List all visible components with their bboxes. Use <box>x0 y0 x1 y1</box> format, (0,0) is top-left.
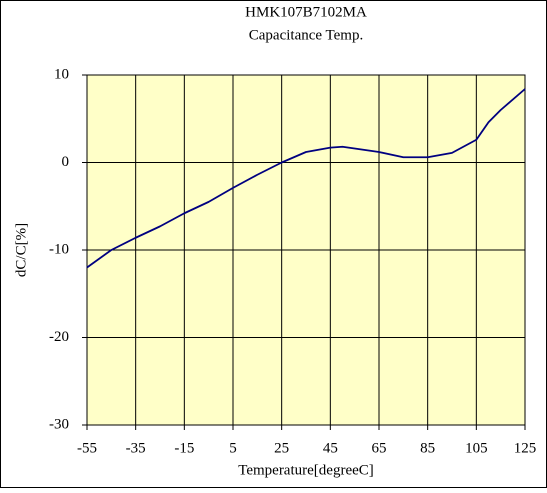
plot-border <box>86 74 526 426</box>
y-tick-label: 0 <box>62 154 70 170</box>
chart-subtitle: Capacitance Temp. <box>249 27 363 43</box>
x-tick-label: 5 <box>229 440 237 456</box>
y-tick-label: -30 <box>49 416 69 432</box>
y-tick-label: -10 <box>49 241 69 257</box>
y-axis-label: dC/C[%] <box>13 223 29 277</box>
data-line <box>86 88 526 269</box>
x-tick-label: 105 <box>465 440 488 456</box>
y-tick-label: 10 <box>54 66 69 82</box>
x-tick-label: -35 <box>126 440 146 456</box>
y-tick-label: -20 <box>49 329 69 345</box>
x-tick-label: 85 <box>420 440 435 456</box>
x-tick-label: 125 <box>514 440 537 456</box>
x-axis-label: Temperature[degreeC] <box>238 462 374 478</box>
x-tick-label: 45 <box>323 440 338 456</box>
x-tick-label: -15 <box>174 440 194 456</box>
x-tick-label: -55 <box>77 440 97 456</box>
x-tick-label: 65 <box>372 440 387 456</box>
x-tick-label: 25 <box>274 440 289 456</box>
chart-title: HMK107B7102MA <box>245 4 367 20</box>
